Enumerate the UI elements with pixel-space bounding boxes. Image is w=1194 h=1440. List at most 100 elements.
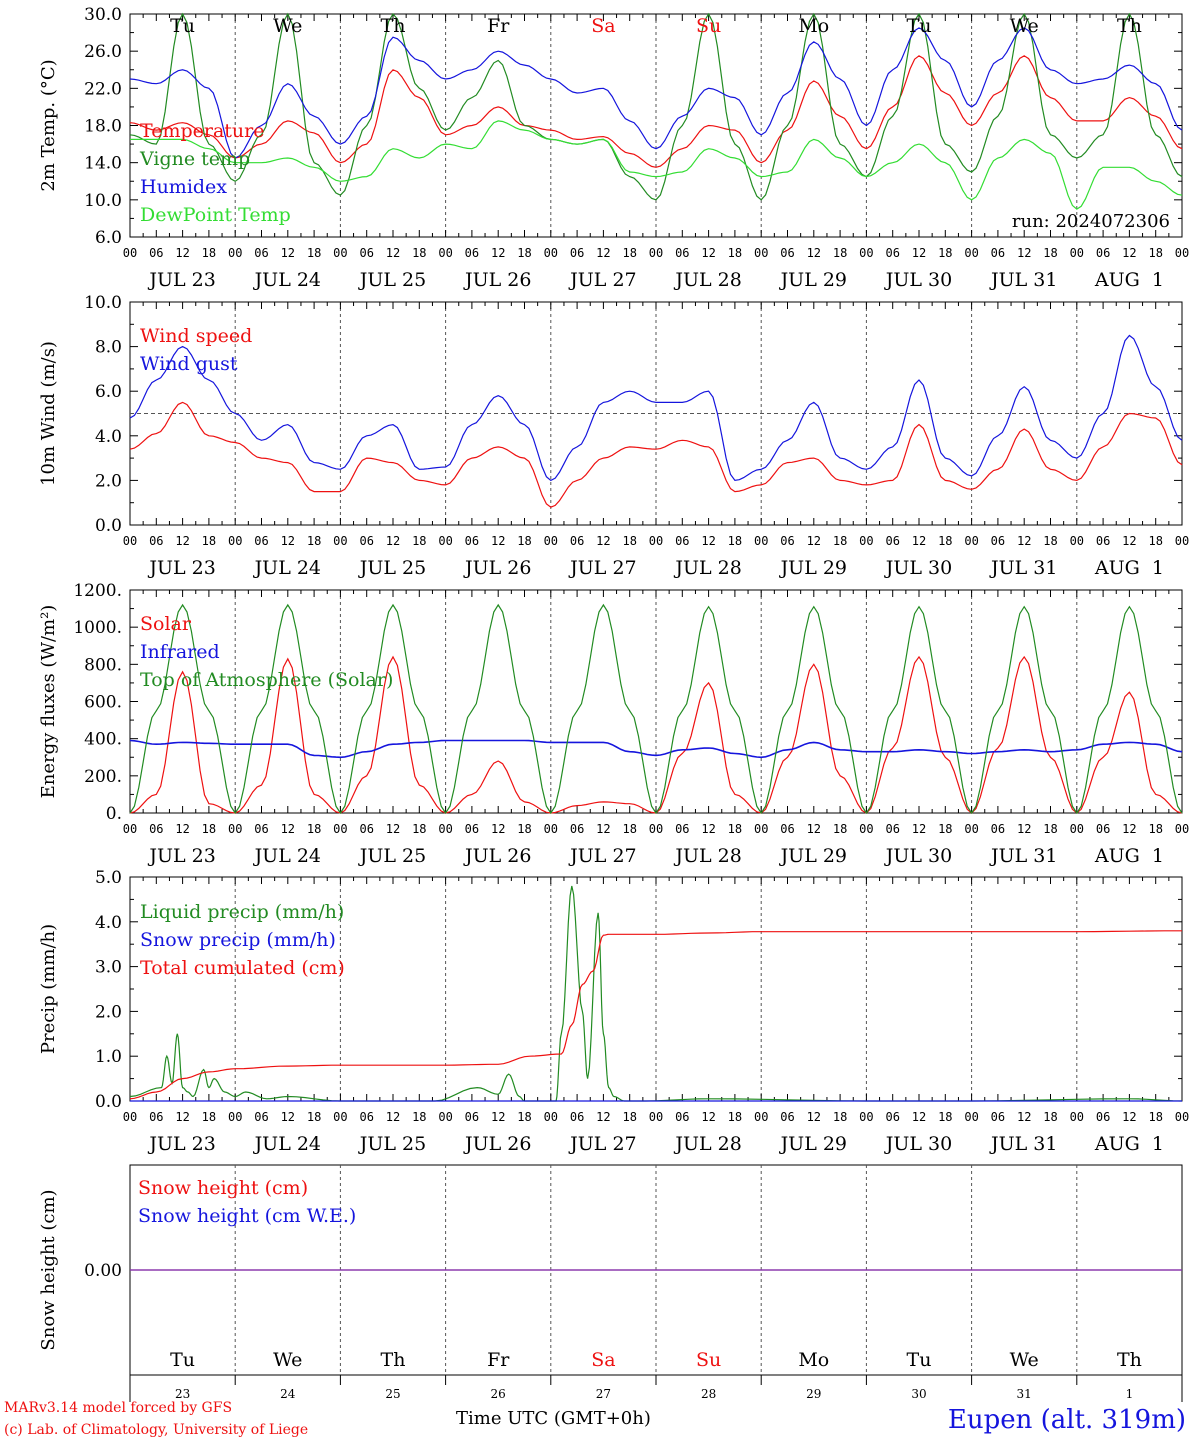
- hour-tick-label: 12: [807, 1110, 821, 1124]
- hour-tick-label: 12: [1122, 822, 1136, 836]
- hour-tick-label: 18: [517, 246, 531, 260]
- legend-entry: Temperature: [140, 120, 264, 142]
- date-label: JUL 29: [779, 845, 847, 867]
- date-label: JUL 23: [147, 269, 215, 291]
- date-label: JUL 31: [989, 557, 1057, 579]
- run-label: run: 2024072306: [1012, 211, 1170, 232]
- legend-entry: Top of Atmosphere (Solar): [140, 669, 393, 691]
- hour-tick-label: 00: [438, 246, 452, 260]
- hour-tick-label: 06: [149, 822, 163, 836]
- hour-tick-label: 18: [1043, 1110, 1057, 1124]
- y-tick-label: 0.0: [95, 1092, 122, 1112]
- series-line-green: [129, 885, 1183, 1102]
- day-name: We: [1010, 1349, 1039, 1371]
- date-label: JUL 27: [568, 1133, 636, 1155]
- hour-tick-label: 12: [1017, 534, 1031, 548]
- y-axis-label: Precip (mm/h): [38, 924, 59, 1054]
- hour-tick-label: 00: [123, 822, 137, 836]
- day-name: We: [273, 15, 302, 37]
- legend-entry: Vigne temp: [139, 148, 250, 170]
- hour-tick-label: 18: [1148, 246, 1162, 260]
- hour-tick-label: 12: [386, 534, 400, 548]
- date-label: AUG 1: [1094, 269, 1164, 291]
- plot-frame: [129, 589, 1183, 814]
- legend-entry: Wind gust: [140, 353, 238, 375]
- hour-tick-label: 06: [465, 534, 479, 548]
- hour-tick-label: 00: [333, 1110, 347, 1124]
- hour-tick-label: 18: [938, 1110, 952, 1124]
- hour-tick-label: 06: [570, 1110, 584, 1124]
- hour-tick-label: 00: [964, 822, 978, 836]
- hour-tick-label: 06: [359, 534, 373, 548]
- day-name: Su: [696, 15, 721, 37]
- hour-tick-label: 06: [359, 246, 373, 260]
- y-tick-label: 1000.: [73, 618, 122, 638]
- hour-tick-label: 06: [149, 1110, 163, 1124]
- hour-tick-label: 18: [1043, 534, 1057, 548]
- date-label: JUL 28: [673, 1133, 741, 1155]
- y-tick-label: 10.0: [84, 191, 122, 211]
- y-tick-label: 5.0: [95, 868, 122, 888]
- hour-tick-label: 06: [885, 1110, 899, 1124]
- date-label: JUL 28: [673, 557, 741, 579]
- date-label: JUL 31: [989, 845, 1057, 867]
- hour-tick-label: 12: [281, 822, 295, 836]
- day-name: Th: [381, 1349, 406, 1371]
- hour-tick-label: 00: [1175, 246, 1189, 260]
- hour-tick-label: 00: [859, 1110, 873, 1124]
- hour-tick-label: 18: [728, 1110, 742, 1124]
- hour-tick-label: 18: [1043, 246, 1057, 260]
- hour-tick-label: 18: [202, 822, 216, 836]
- hour-tick-label: 18: [517, 1110, 531, 1124]
- hour-tick-label: 00: [228, 822, 242, 836]
- hour-tick-label: 06: [780, 246, 794, 260]
- hour-tick-label: 12: [1017, 246, 1031, 260]
- hour-tick-label: 18: [833, 1110, 847, 1124]
- date-label: JUL 25: [358, 269, 426, 291]
- hour-tick-label: 00: [754, 246, 768, 260]
- hour-tick-label: 00: [859, 822, 873, 836]
- hour-tick-label: 12: [491, 246, 505, 260]
- time-axis-label: Time UTC (GMT+0h): [456, 1408, 651, 1429]
- y-tick-label: 2.0: [95, 471, 122, 491]
- hour-tick-label: 00: [333, 246, 347, 260]
- hour-tick-label: 00: [123, 1110, 137, 1124]
- hour-tick-label: 06: [885, 246, 899, 260]
- hour-tick-label: 00: [544, 534, 558, 548]
- date-label: JUL 28: [673, 845, 741, 867]
- hour-tick-label: 12: [912, 246, 926, 260]
- y-tick-label: 2.0: [95, 1002, 122, 1022]
- date-label: JUL 31: [989, 269, 1057, 291]
- day-number: 27: [596, 1387, 611, 1401]
- hour-tick-label: 00: [859, 534, 873, 548]
- hour-tick-label: 06: [675, 822, 689, 836]
- hour-tick-label: 18: [202, 246, 216, 260]
- series-line-blue: [129, 739, 1183, 759]
- hour-tick-label: 12: [1122, 246, 1136, 260]
- hour-tick-label: 12: [807, 246, 821, 260]
- y-tick-label: 400.: [84, 730, 122, 750]
- hour-tick-label: 06: [570, 246, 584, 260]
- day-number: 26: [491, 1387, 506, 1401]
- hour-tick-label: 00: [754, 822, 768, 836]
- hour-tick-label: 12: [701, 246, 715, 260]
- hour-tick-label: 06: [991, 534, 1005, 548]
- hour-tick-label: 12: [912, 822, 926, 836]
- date-label: JUL 23: [147, 557, 215, 579]
- hour-tick-label: 12: [596, 1110, 610, 1124]
- hour-tick-label: 00: [1175, 1110, 1189, 1124]
- hour-tick-label: 12: [701, 822, 715, 836]
- hour-tick-label: 00: [1070, 246, 1084, 260]
- hour-tick-label: 06: [465, 822, 479, 836]
- date-label: JUL 26: [463, 557, 531, 579]
- hour-tick-label: 18: [622, 822, 636, 836]
- hour-tick-label: 00: [754, 1110, 768, 1124]
- hour-tick-label: 06: [780, 1110, 794, 1124]
- hour-tick-label: 00: [123, 534, 137, 548]
- hour-tick-label: 18: [1148, 822, 1162, 836]
- day-name: Tu: [170, 1349, 195, 1371]
- hour-tick-label: 12: [386, 246, 400, 260]
- hour-tick-label: 18: [1148, 1110, 1162, 1124]
- hour-tick-label: 12: [175, 1110, 189, 1124]
- day-name: Su: [696, 1349, 721, 1371]
